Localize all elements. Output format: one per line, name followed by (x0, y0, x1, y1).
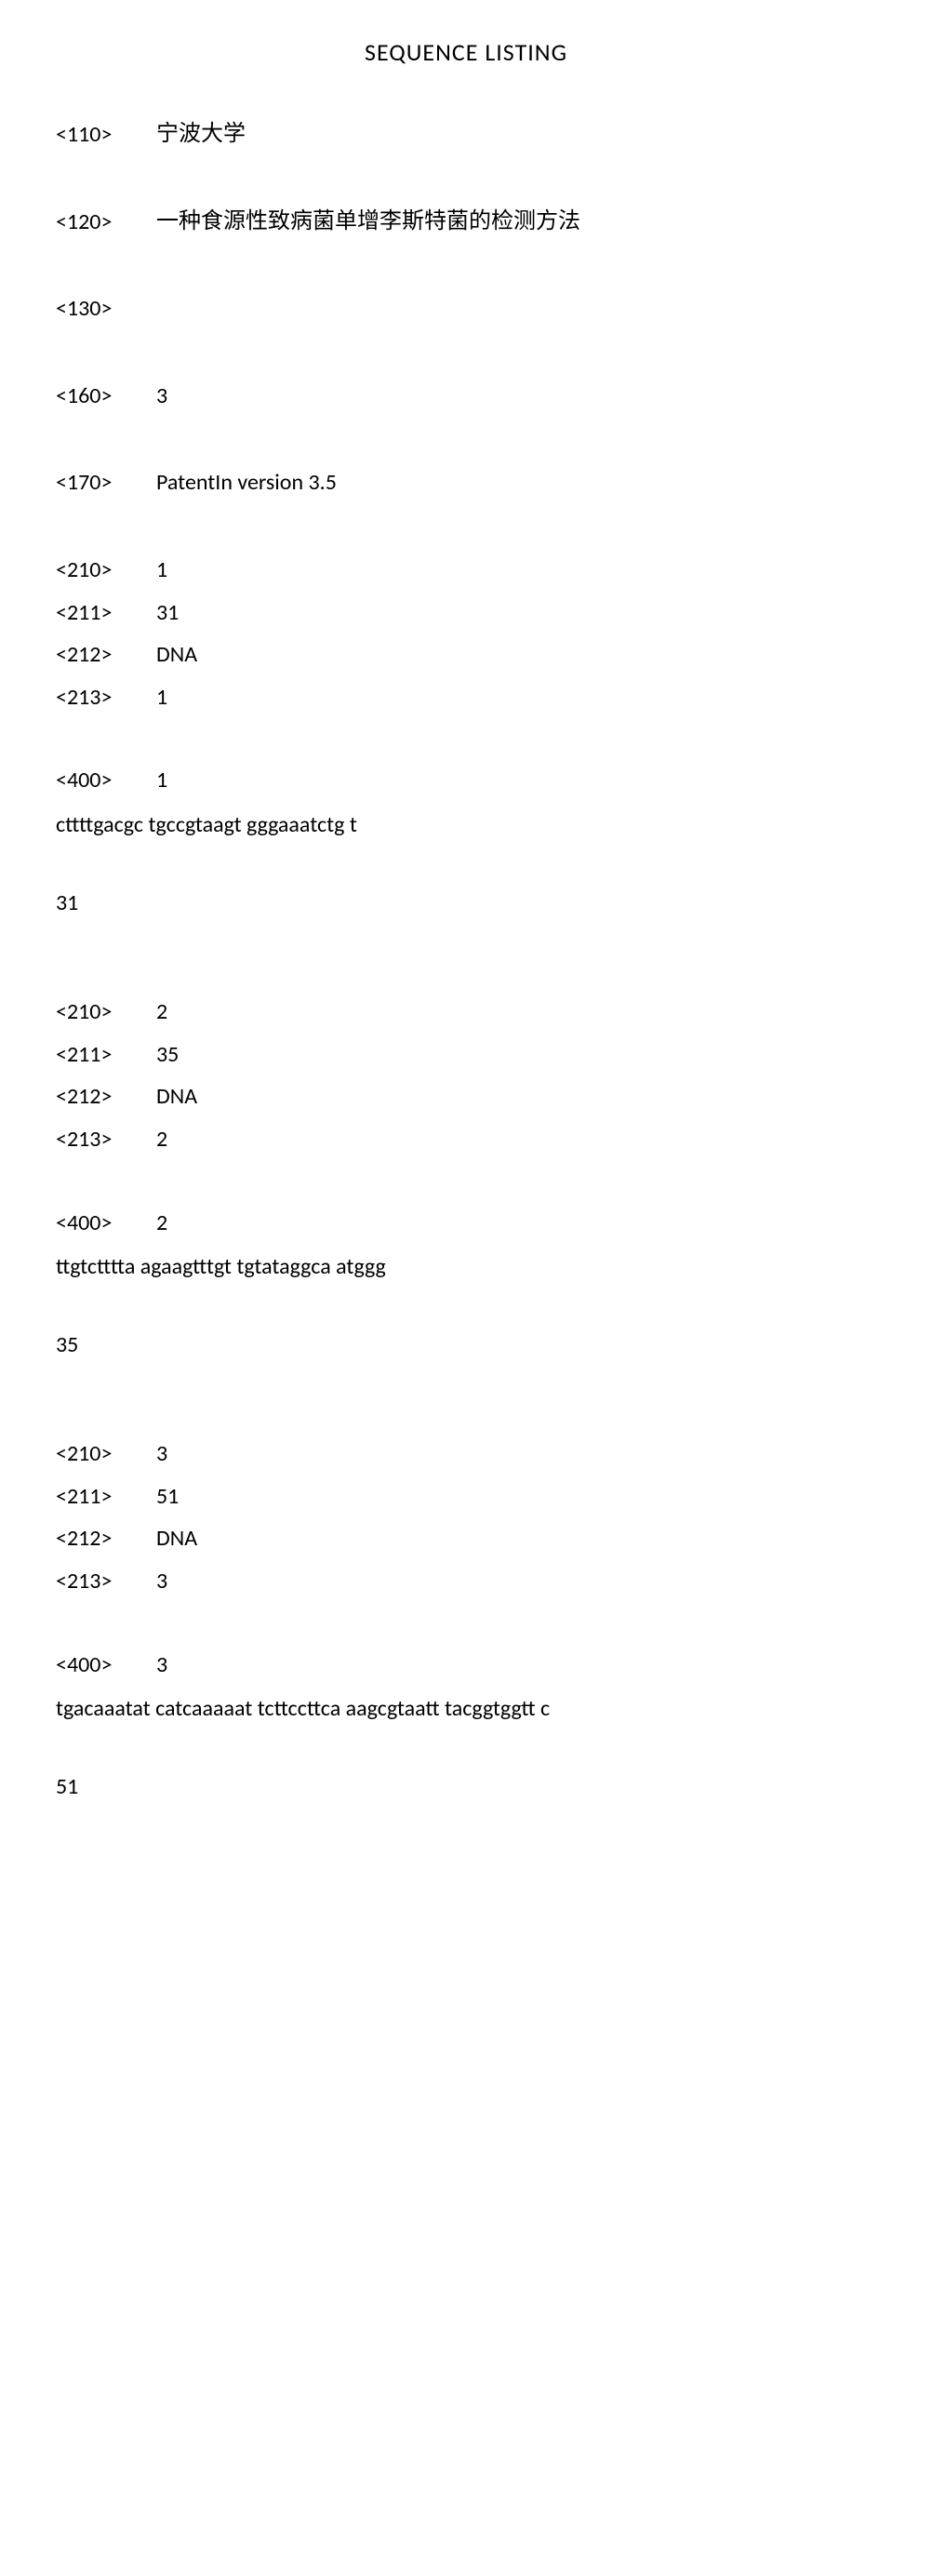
sequence-meta-line: <213> 1 (56, 676, 876, 719)
sequence-meta-tag: <212> (56, 1075, 140, 1118)
sequence-feature-tag: <400> (56, 1202, 140, 1245)
sequence-meta-line: <210> 3 (56, 1433, 876, 1475)
seq-count-tag: <160> (56, 375, 140, 418)
sequence-meta-line: <210> 2 (56, 991, 876, 1034)
sequence-meta-line: <210> 1 (56, 549, 876, 592)
seq-count-value: 3 (156, 375, 167, 418)
sequence-meta-tag: <210> (56, 549, 140, 592)
sequence-meta-tag: <212> (56, 1517, 140, 1560)
sequence-header-block: <210> 3 <211> 51 <212> DNA <213> 3 (56, 1433, 876, 1602)
software-entry: <170> PatentIn version 3.5 (56, 461, 876, 504)
sequence-meta-tag: <210> (56, 991, 140, 1034)
sequence-meta-tag: <212> (56, 634, 140, 676)
sequence-meta-tag: <211> (56, 1475, 140, 1518)
sequence-text: tgacaaatat catcaaaaat tcttccttca aagcgta… (56, 1688, 876, 1730)
sequence-meta-value: 1 (156, 549, 167, 592)
sequence-length: 31 (56, 882, 876, 925)
sequence-meta-value: DNA (156, 1075, 197, 1118)
sequence-feature-tag: <400> (56, 1644, 140, 1687)
invention-title-entry: <120> 一种食源性致病菌单增李斯特菌的检测方法 (56, 201, 876, 244)
sequence-feature-line: <400> 1 (56, 759, 876, 802)
file-ref-entry: <130> (56, 287, 876, 330)
sequence-meta-value: 1 (156, 676, 167, 719)
sequence-meta-line: <211> 51 (56, 1475, 876, 1518)
sequence-header-block: <210> 1 <211> 31 <212> DNA <213> 1 (56, 549, 876, 718)
sequence-meta-value: 35 (156, 1034, 179, 1076)
sequence-meta-line: <212> DNA (56, 1075, 876, 1118)
sequence-feature-tag: <400> (56, 759, 140, 802)
applicant-entry: <110> 宁波大学 (56, 113, 876, 156)
sequence-length: 51 (56, 1766, 876, 1809)
applicant-tag: <110> (56, 113, 140, 156)
sequence-meta-line: <213> 2 (56, 1118, 876, 1161)
sequences-container: <210>1<211>31<212>DNA<213>1<400>1cttttga… (56, 549, 876, 1808)
sequence-feature-line: <400> 3 (56, 1644, 876, 1687)
file-ref-tag: <130> (56, 287, 140, 330)
sequence-meta-value: 2 (156, 991, 167, 1034)
sequence-meta-value: DNA (156, 1517, 197, 1560)
sequence-meta-value: 3 (156, 1433, 167, 1475)
sequence-meta-tag: <213> (56, 1560, 140, 1603)
sequence-feature-value: 3 (156, 1644, 167, 1687)
invention-title-value: 一种食源性致病菌单增李斯特菌的检测方法 (156, 201, 580, 244)
sequence-feature-line: <400> 2 (56, 1202, 876, 1245)
sequence-meta-value: 31 (156, 592, 179, 634)
sequence-feature-value: 2 (156, 1202, 167, 1245)
sequence-meta-value: 3 (156, 1560, 167, 1603)
sequence-feature-block: <400> 1cttttgacgc tgccgtaagt gggaaatctg t (56, 759, 876, 846)
sequence-meta-tag: <213> (56, 676, 140, 719)
software-value: PatentIn version 3.5 (156, 461, 337, 504)
software-tag: <170> (56, 461, 140, 504)
seq-count-entry: <160> 3 (56, 375, 876, 418)
sequence-meta-tag: <213> (56, 1118, 140, 1161)
invention-title-tag: <120> (56, 201, 140, 244)
sequence-feature-block: <400> 3tgacaaatat catcaaaaat tcttccttca a… (56, 1644, 876, 1730)
sequence-meta-line: <212> DNA (56, 1517, 876, 1560)
sequence-meta-tag: <211> (56, 1034, 140, 1076)
document-title: SEQUENCE LISTING (56, 37, 876, 67)
sequence-text: ttgtctttta agaagtttgt tgtataggca atggg (56, 1246, 876, 1288)
sequence-meta-line: <211> 35 (56, 1034, 876, 1076)
applicant-value: 宁波大学 (156, 113, 246, 156)
sequence-length: 35 (56, 1324, 876, 1367)
sequence-meta-tag: <210> (56, 1433, 140, 1475)
sequence-feature-value: 1 (156, 759, 167, 802)
sequence-meta-line: <212> DNA (56, 634, 876, 676)
sequence-meta-value: 51 (156, 1475, 179, 1518)
sequence-meta-line: <211> 31 (56, 592, 876, 634)
sequence-meta-line: <213> 3 (56, 1560, 876, 1603)
sequence-header-block: <210> 2 <211> 35 <212> DNA <213> 2 (56, 991, 876, 1160)
sequence-meta-value: 2 (156, 1118, 167, 1161)
sequence-text: cttttgacgc tgccgtaagt gggaaatctg t (56, 804, 876, 847)
sequence-meta-value: DNA (156, 634, 197, 676)
sequence-meta-tag: <211> (56, 592, 140, 634)
sequence-feature-block: <400> 2ttgtctttta agaagtttgt tgtataggca a… (56, 1202, 876, 1288)
